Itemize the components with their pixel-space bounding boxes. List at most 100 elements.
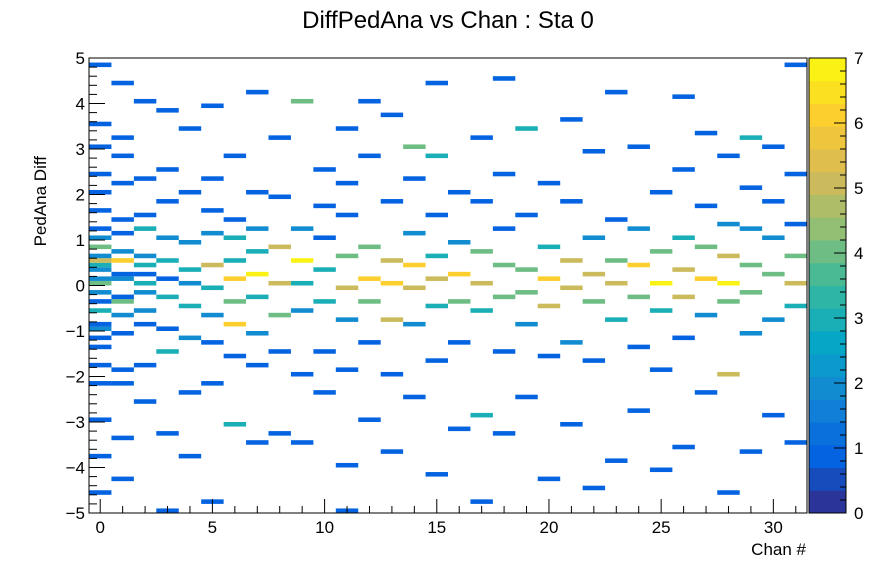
heatmap-cell	[133, 212, 157, 218]
heatmap-cell	[470, 308, 493, 313]
heatmap-cell	[470, 199, 493, 204]
y-tick-label: 1	[76, 231, 85, 250]
heatmap-cell	[762, 412, 785, 418]
heatmap-cell	[380, 449, 404, 454]
heatmap-cell	[492, 349, 516, 354]
heatmap-cell	[111, 217, 134, 222]
heatmap-cell	[492, 171, 516, 177]
heatmap-cell	[582, 271, 606, 277]
heatmap-cell	[268, 312, 291, 318]
heatmap-cell	[156, 276, 179, 281]
x-tick-label: 30	[764, 518, 783, 537]
heatmap-cell	[290, 98, 314, 104]
heatmap-cell	[649, 308, 673, 313]
heatmap-cell	[425, 153, 448, 159]
heatmap-cell	[313, 267, 336, 272]
heatmap-cell	[156, 258, 179, 263]
heatmap-cell	[268, 194, 291, 200]
color-scale-band	[809, 285, 846, 309]
heatmap-cell	[246, 271, 269, 277]
heatmap-cell	[380, 371, 404, 377]
heatmap-cell	[762, 144, 785, 149]
heatmap-cell	[784, 253, 807, 259]
heatmap-cell	[515, 394, 538, 400]
heatmap-cell	[470, 249, 493, 254]
heatmap-cell	[425, 358, 448, 363]
heatmap-cell	[560, 117, 583, 122]
heatmap-cell	[89, 262, 112, 268]
heatmap-cell	[672, 167, 695, 172]
color-scale-band	[809, 399, 846, 423]
heatmap-cell	[380, 258, 404, 263]
heatmap-cell	[246, 249, 269, 254]
heatmap-cell	[246, 362, 269, 368]
heatmap-cell	[89, 344, 112, 350]
x-axis: 0 5 10 15 20 25 30	[95, 499, 797, 537]
color-scale-frame	[808, 57, 847, 514]
heatmap-cell	[537, 476, 561, 482]
y-axis-label: PedAna Diff	[31, 156, 50, 247]
heatmap-cell	[582, 149, 606, 154]
heatmap-cell	[448, 299, 471, 304]
heatmap-cell	[313, 349, 336, 354]
heatmap-cell	[448, 426, 471, 432]
heatmap-cell	[89, 121, 112, 127]
heatmap-cell	[133, 290, 157, 295]
heatmap-cell	[246, 294, 269, 300]
heatmap-cell	[358, 299, 381, 304]
heatmap-cell	[739, 290, 763, 295]
heatmap-cell	[290, 280, 314, 286]
x-tick-label: 15	[427, 518, 446, 537]
z-tick-label: 4	[854, 244, 863, 263]
heatmap-cell	[515, 267, 538, 272]
heatmap-cell	[223, 276, 247, 281]
heatmap-cell	[717, 299, 740, 304]
heatmap-cell	[537, 276, 561, 281]
heatmap-cell	[694, 276, 718, 281]
heatmap-cell	[582, 358, 606, 363]
heatmap-cell	[717, 371, 740, 377]
heatmap-cell	[89, 276, 112, 281]
heatmap-cell	[403, 321, 426, 327]
heatmap-cell	[111, 249, 134, 254]
heatmap-cell	[133, 98, 157, 104]
heatmap-cell	[111, 153, 134, 159]
heatmap-cell	[627, 344, 650, 350]
heatmap-cell	[313, 390, 336, 395]
heatmap-cell	[268, 349, 291, 354]
z-tick-label: 3	[854, 309, 863, 328]
y-tick-label: −4	[66, 459, 85, 478]
heatmap-cell	[89, 417, 112, 422]
heatmap-cell	[111, 331, 134, 336]
heatmap-cell	[156, 167, 179, 172]
heatmap-cell	[201, 230, 224, 236]
heatmap-cell	[223, 422, 247, 427]
heatmap-cell	[717, 280, 740, 286]
color-scale-band	[809, 217, 846, 241]
heatmap-cell	[605, 458, 628, 463]
heatmap-cell	[784, 440, 807, 445]
heatmap-cell	[717, 253, 740, 259]
heatmap-cell	[380, 280, 404, 286]
y-tick-label: −2	[66, 368, 85, 387]
y-tick-label: 5	[76, 49, 85, 68]
heatmap-cell	[448, 240, 471, 245]
heatmap-cell	[605, 317, 628, 322]
z-tick-label: 1	[854, 439, 863, 458]
heatmap-cell	[335, 253, 359, 259]
heatmap-cell	[290, 258, 314, 263]
heatmap-cell	[201, 103, 224, 109]
heatmap-cells	[89, 62, 807, 513]
heatmap-cell	[649, 467, 673, 473]
y-tick-label: 0	[76, 277, 85, 296]
color-scale-band	[809, 308, 846, 332]
heatmap-cell	[605, 280, 628, 286]
heatmap-cell	[560, 422, 583, 427]
z-tick-label: 7	[854, 49, 863, 68]
heatmap-cell	[268, 244, 291, 250]
heatmap-cell	[89, 253, 112, 259]
heatmap-cell	[649, 367, 673, 372]
heatmap-cell	[223, 258, 247, 263]
heatmap-cell	[335, 285, 359, 291]
